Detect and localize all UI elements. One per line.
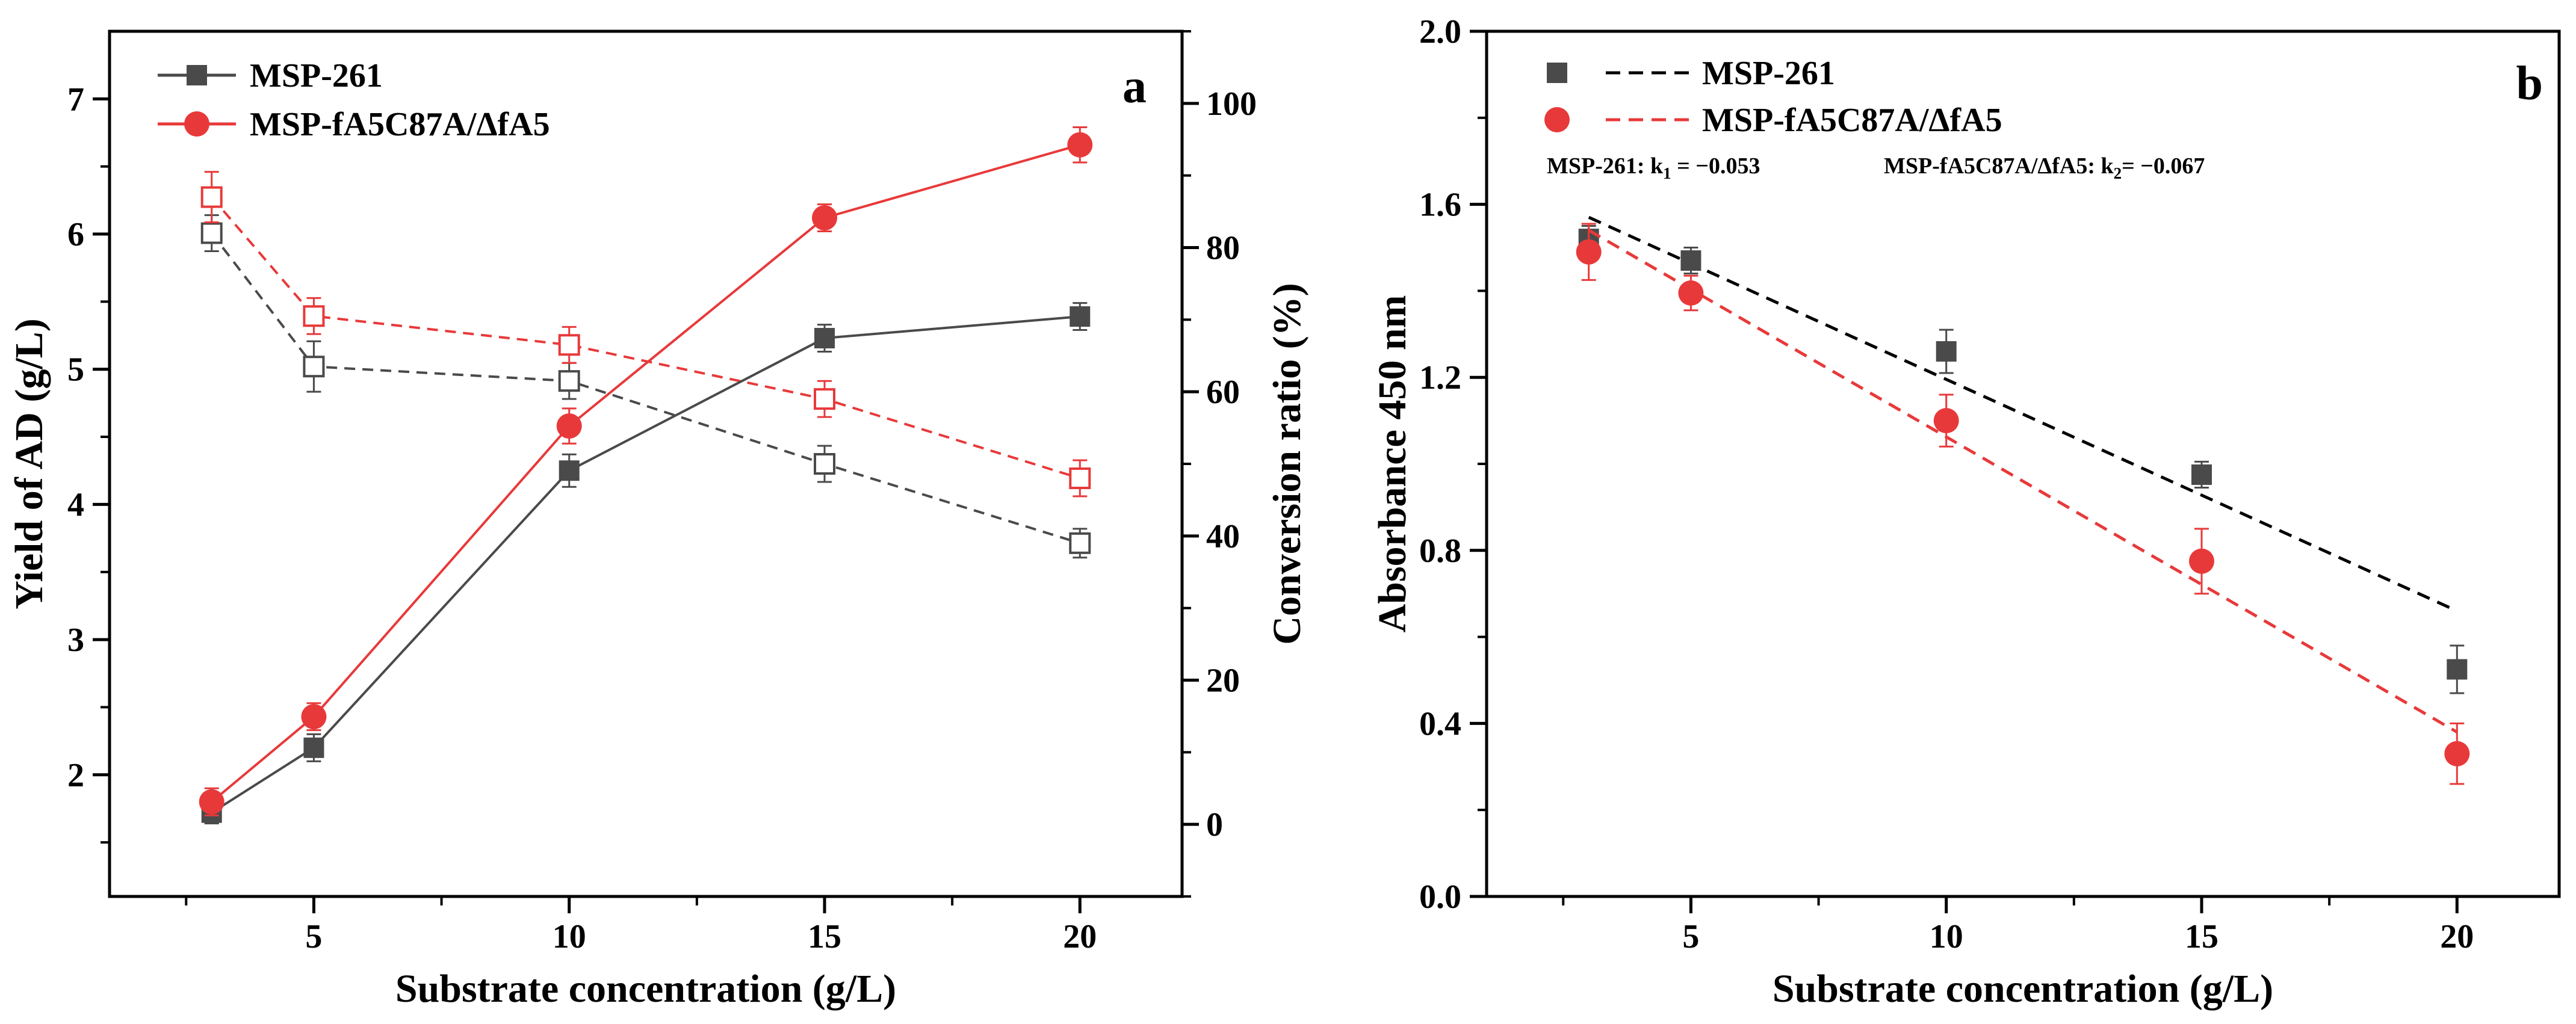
data-point <box>303 737 324 758</box>
series-1 <box>199 126 1093 816</box>
y-tick-label: 1.2 <box>1419 359 1461 396</box>
x-tick-label: 20 <box>1063 918 1097 955</box>
series-line <box>211 315 1080 814</box>
y-tick-label: 4 <box>67 486 84 523</box>
x-tick-label: 15 <box>2185 918 2218 955</box>
data-point <box>1680 250 1701 271</box>
y-tick-label: 0.4 <box>1419 705 1461 742</box>
x-tick-label: 10 <box>553 918 586 955</box>
x-tick-label: 15 <box>808 918 841 955</box>
legend-label-mutant: MSP-fA5C87A/ΔfA5 <box>250 106 550 143</box>
panel-a-series <box>199 126 1093 825</box>
y2-tick-label: 0 <box>1206 806 1223 844</box>
legend-marker-msp261-b <box>1547 63 1567 83</box>
panel-b-label: b <box>2516 57 2543 110</box>
data-point <box>199 789 224 815</box>
series-0 <box>201 302 1091 825</box>
panel-a-y-axis-label: Yield of AD (g/L) <box>7 318 51 609</box>
series-line <box>211 196 1080 480</box>
panel-b-series <box>1576 215 2470 785</box>
legend-label-msp261-b: MSP-261 <box>1702 55 1835 92</box>
data-point <box>303 305 325 327</box>
panel-b-x-axis-label: Substrate concentration (g/L) <box>1773 967 2273 1011</box>
series-line <box>211 232 1080 544</box>
panel-b: MSP-261 MSP-fA5C87A/ΔfA5 MSP-261: k1 = −… <box>1370 29 2561 1011</box>
panel-b-y-axis-label: Absorbance 450 nm <box>1370 295 1414 632</box>
legend-label-mutant-b: MSP-fA5C87A/ΔfA5 <box>1702 102 2002 139</box>
panel-b-tick-marks <box>1470 29 2459 913</box>
k1-prefix: MSP-261: k <box>1547 153 1664 179</box>
series-1 <box>1576 223 2470 785</box>
data-point <box>814 388 835 410</box>
panel-b-legend: MSP-261 MSP-fA5C87A/ΔfA5 <box>1544 55 2002 139</box>
panel-a-x-axis-label: Substrate concentration (g/L) <box>395 967 896 1011</box>
x-tick-label: 5 <box>305 918 322 955</box>
panel-a-y2-axis-label: Conversion ratio (%) <box>1265 283 1309 644</box>
y-tick-label: 5 <box>67 351 84 389</box>
legend-marker-msp261 <box>187 65 207 85</box>
series-line <box>211 143 1080 803</box>
y-tick-label: 7 <box>67 81 84 118</box>
k2-subscript: 2 <box>2114 164 2122 182</box>
data-point <box>200 222 223 244</box>
legend-marker-mutant <box>184 111 209 137</box>
y-tick-label: 1.6 <box>1419 187 1461 224</box>
x-tick-label: 10 <box>1930 918 1963 955</box>
data-point <box>814 453 835 475</box>
data-point <box>2444 741 2470 766</box>
y-tick-label: 0.8 <box>1419 532 1461 570</box>
data-point <box>1576 239 1602 265</box>
data-point <box>558 334 580 356</box>
panel-a-tick-marks <box>93 30 1199 913</box>
y-tick-label: 2 <box>67 757 84 794</box>
y2-tick-label: 60 <box>1206 374 1240 411</box>
y-tick-label: 0.0 <box>1419 878 1461 916</box>
k1-value: = −0.053 <box>1671 153 1760 179</box>
data-point <box>558 370 580 392</box>
data-point <box>556 413 582 439</box>
panel-a-legend: MSP-261 MSP-fA5C87A/ΔfA5 <box>158 57 550 143</box>
data-point <box>812 205 837 231</box>
series-3 <box>200 171 1091 498</box>
x-tick-label: 20 <box>2440 918 2474 955</box>
data-point <box>1069 467 1091 489</box>
x-tick-label: 5 <box>1682 918 1699 955</box>
data-point <box>2191 464 2212 485</box>
panel-b-rate-annotation: MSP-261: k1 = −0.053 MSP-fA5C87A/ΔfA5: k2… <box>1547 153 2205 182</box>
y2-tick-label: 80 <box>1206 230 1240 267</box>
fit-line <box>1588 229 2458 733</box>
data-point <box>200 186 223 208</box>
y-tick-label: 6 <box>67 216 84 253</box>
data-point <box>2189 548 2214 574</box>
y2-tick-label: 40 <box>1206 518 1240 555</box>
data-point <box>814 328 835 349</box>
y-tick-label: 2.0 <box>1419 13 1461 51</box>
data-point <box>2447 659 2468 680</box>
series-2 <box>200 214 1091 559</box>
data-point <box>1069 532 1091 554</box>
k1-subscript: 1 <box>1663 164 1671 182</box>
k2-value: = −0.067 <box>2122 153 2205 179</box>
data-point <box>1070 306 1091 327</box>
series-0 <box>1578 215 2468 694</box>
k2-prefix: MSP-fA5C87A/ΔfA5: k <box>1884 153 2114 179</box>
legend-marker-mutant-b <box>1544 107 1570 132</box>
fit-line <box>1588 215 2458 612</box>
data-point <box>559 460 580 481</box>
panel-a: MSP-261 MSP-fA5C87A/ΔfA5 a Substrate con… <box>7 29 1309 1011</box>
y2-tick-label: 20 <box>1206 662 1240 700</box>
panel-a-label: a <box>1122 60 1147 113</box>
y2-tick-label: 100 <box>1206 85 1257 123</box>
data-point <box>1933 408 1959 434</box>
data-point <box>1678 280 1704 306</box>
data-point <box>303 356 325 378</box>
data-point <box>301 704 327 730</box>
y-tick-label: 3 <box>67 621 84 659</box>
legend-label-msp261: MSP-261 <box>250 57 383 94</box>
data-point <box>1936 341 1957 362</box>
data-point <box>1067 132 1093 158</box>
